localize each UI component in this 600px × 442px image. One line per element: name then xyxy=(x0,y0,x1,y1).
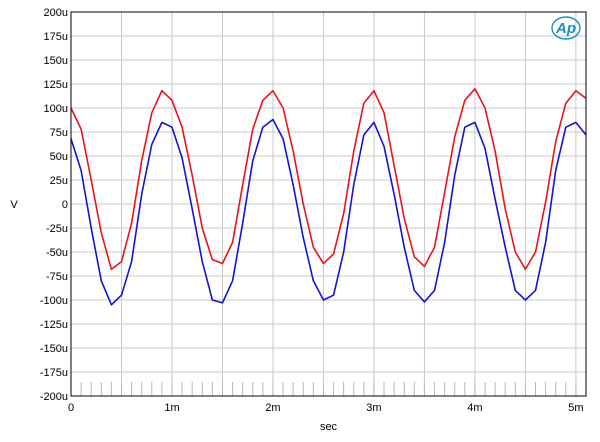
y-tick-label-4: 100u xyxy=(44,103,68,115)
y-tick-label-6: 50u xyxy=(50,151,68,163)
x-tick-label-5: 5m xyxy=(568,402,583,414)
y-tick-label-15: -175u xyxy=(40,367,68,379)
y-tick-label-12: -100u xyxy=(40,295,68,307)
x-tick-label-1: 1m xyxy=(164,402,179,414)
series-line-1 xyxy=(70,118,587,306)
y-tick-label-9: -25u xyxy=(46,223,68,235)
series-lines xyxy=(70,88,587,306)
series-line-0 xyxy=(70,88,587,271)
y-tick-label-3: 125u xyxy=(44,79,68,91)
y-tick-label-10: -50u xyxy=(46,247,68,259)
ap-logo: Ap xyxy=(551,16,581,40)
x-tick-label-4: 4m xyxy=(467,402,482,414)
y-tick-labels: 200u 175u 150u 125u 100u 75u 50u 25u 0 -25u -50u -7… xyxy=(40,7,68,403)
y-tick-label-7: 25u xyxy=(50,175,68,187)
y-tick-label-14: -150u xyxy=(40,343,68,355)
y-tick-label-11: -75u xyxy=(46,271,68,283)
x-tick-label-0: 0 xyxy=(68,402,74,414)
y-tick-label-16: -200u xyxy=(40,391,68,403)
plot-frame xyxy=(70,11,587,397)
y-tick-label-8: 0 xyxy=(62,199,68,211)
minor-tick-marks xyxy=(80,382,577,396)
x-tick-label-3: 3m xyxy=(366,402,381,414)
y-tick-label-0: 200u xyxy=(44,7,68,19)
ap-logo-ring xyxy=(551,16,581,40)
x-axis-label: sec xyxy=(320,421,338,433)
grid-lines xyxy=(70,11,586,397)
y-tick-label-13: -125u xyxy=(40,319,68,331)
x-tick-label-2: 2m xyxy=(265,402,280,414)
y-tick-label-2: 150u xyxy=(44,55,68,67)
y-tick-label-1: 175u xyxy=(44,31,68,43)
ap-logo-text: Ap xyxy=(555,20,576,37)
x-tick-labels: 0 1m 2m 3m 4m 5m xyxy=(68,402,584,414)
y-tick-label-5: 75u xyxy=(50,127,68,139)
y-axis-label: V xyxy=(10,199,18,211)
